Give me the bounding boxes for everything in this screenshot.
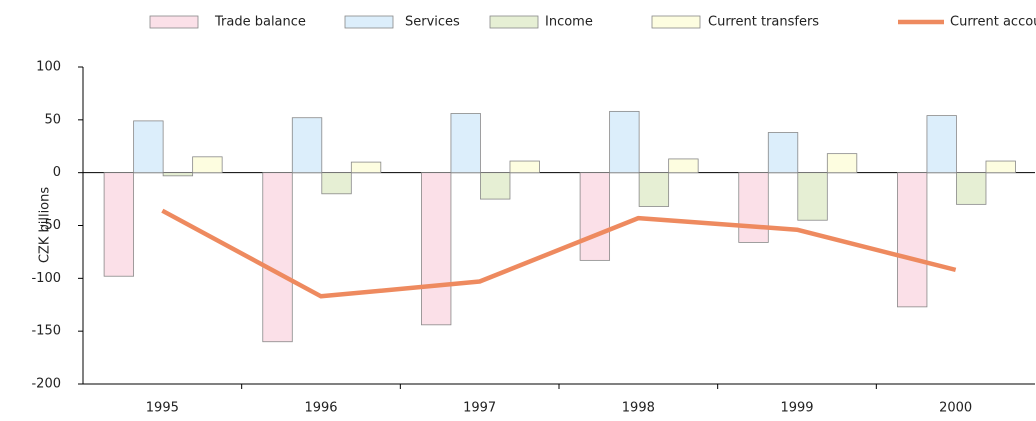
- y-tick-label: -150: [31, 324, 61, 339]
- y-tick-label: 100: [36, 60, 61, 75]
- bar: [579, 172, 611, 261]
- bar: [321, 172, 352, 195]
- y-tick-label: 50: [44, 112, 61, 127]
- y-axis-label: CZK billions: [38, 187, 53, 264]
- bar: [103, 172, 135, 277]
- bar: [897, 172, 928, 308]
- legend-label: Services: [405, 15, 460, 30]
- y-tick-label: 0: [53, 165, 61, 180]
- bar: [738, 172, 769, 243]
- y-tick-label: -100: [31, 271, 61, 286]
- bar: [480, 172, 511, 200]
- legend-swatch: [149, 15, 199, 29]
- bar: [668, 158, 699, 174]
- legend-label: Current transfers: [708, 15, 819, 30]
- bar: [797, 172, 828, 221]
- line: [161, 208, 957, 299]
- legend-label: Income: [545, 15, 593, 30]
- bar: [638, 172, 670, 207]
- bar: [192, 156, 223, 174]
- legend-label: Trade balance: [214, 15, 306, 30]
- bar: [421, 172, 452, 326]
- bar: [985, 160, 1016, 174]
- bar: [767, 132, 799, 174]
- x-tick-label: 1997: [463, 401, 496, 416]
- legend-swatch: [344, 15, 394, 29]
- bar: [162, 172, 194, 177]
- legend-label: Current account: [950, 15, 1036, 30]
- legend-swatch: [651, 15, 701, 29]
- x-tick-label: 2000: [939, 401, 972, 416]
- x-tick-label: 1999: [780, 401, 813, 416]
- legend-swatch: [489, 15, 539, 29]
- x-tick-label: 1995: [146, 401, 179, 416]
- bar: [133, 120, 164, 174]
- y-tick-label: -200: [31, 377, 61, 392]
- bar: [609, 110, 640, 174]
- x-tick-label: 1996: [304, 401, 337, 416]
- bar: [262, 172, 293, 343]
- bar: [826, 153, 858, 174]
- x-tick-label: 1998: [622, 401, 655, 416]
- y-tick-label: -50: [40, 218, 61, 233]
- bar: [509, 160, 540, 174]
- bar: [926, 115, 957, 174]
- bar: [450, 113, 481, 174]
- bar: [956, 172, 987, 205]
- bar: [291, 117, 323, 174]
- bar: [350, 161, 382, 174]
